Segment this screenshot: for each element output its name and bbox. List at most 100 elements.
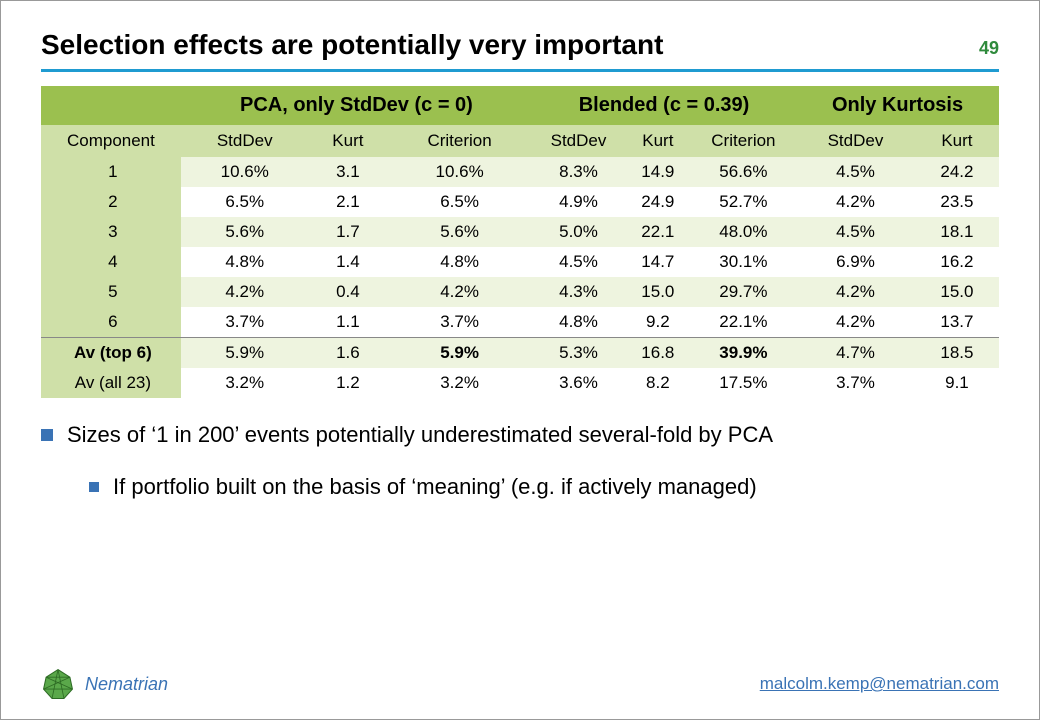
table-group-header: Only Kurtosis [796,86,999,125]
table-row: 63.7%1.13.7%4.8%9.222.1%4.2%13.7 [41,307,999,338]
table-row: 26.5%2.16.5%4.9%24.952.7%4.2%23.5 [41,187,999,217]
table-cell: 52.7% [691,187,796,217]
table-group-header [41,86,181,125]
table-cell: 2.1 [309,187,388,217]
table-cell: 4.8% [181,247,309,277]
table-cell: 4.5% [796,217,915,247]
table-cell: 17.5% [691,368,796,398]
table-cell: 8.3% [532,157,625,187]
table-row: 44.8%1.44.8%4.5%14.730.1%6.9%16.2 [41,247,999,277]
table-cell: 30.1% [691,247,796,277]
logo-icon [41,667,75,701]
table-column-header: Component [41,125,181,157]
table-row-label: 1 [41,157,181,187]
table-cell: 5.6% [181,217,309,247]
table-row: Av (all 23)3.2%1.23.2%3.6%8.217.5%3.7%9.… [41,368,999,398]
table-row-label: Av (all 23) [41,368,181,398]
table-cell: 15.0 [625,277,691,307]
table-group-header: PCA, only StdDev (c = 0) [181,86,532,125]
title-row: Selection effects are potentially very i… [41,29,999,72]
table-cell: 4.8% [387,247,532,277]
table-cell: 14.9 [625,157,691,187]
table-row-label: 6 [41,307,181,338]
table-row-label: 5 [41,277,181,307]
bullet-level-1: Sizes of ‘1 in 200’ events potentially u… [41,422,999,448]
table-cell: 14.7 [625,247,691,277]
table-row: 110.6%3.110.6%8.3%14.956.6%4.5%24.2 [41,157,999,187]
table-row-label: 2 [41,187,181,217]
table-column-header: StdDev [181,125,309,157]
table-column-header: Criterion [691,125,796,157]
bullet-list: Sizes of ‘1 in 200’ events potentially u… [41,422,999,500]
table-row: 35.6%1.75.6%5.0%22.148.0%4.5%18.1 [41,217,999,247]
table-cell: 22.1% [691,307,796,338]
table-cell: 1.6 [309,338,388,369]
table-cell: 4.2% [796,187,915,217]
table-cell: 3.2% [387,368,532,398]
table-cell: 1.4 [309,247,388,277]
table-cell: 10.6% [387,157,532,187]
table-row: 54.2%0.44.2%4.3%15.029.7%4.2%15.0 [41,277,999,307]
table-cell: 16.8 [625,338,691,369]
table-cell: 13.7 [915,307,999,338]
table-cell: 3.1 [309,157,388,187]
table-cell: 10.6% [181,157,309,187]
table-cell: 23.5 [915,187,999,217]
brand: Nematrian [41,667,168,701]
table-cell: 5.6% [387,217,532,247]
table-row-label: 3 [41,217,181,247]
bullet-square-icon [41,429,53,441]
table-cell: 1.2 [309,368,388,398]
table-cell: 18.1 [915,217,999,247]
table-cell: 56.6% [691,157,796,187]
table-cell: 8.2 [625,368,691,398]
footer-email[interactable]: malcolm.kemp@nematrian.com [760,674,999,694]
table-row-label: 4 [41,247,181,277]
table-cell: 4.2% [796,307,915,338]
table-cell: 5.9% [181,338,309,369]
table-cell: 4.5% [796,157,915,187]
table-column-header: Kurt [625,125,691,157]
table-cell: 1.1 [309,307,388,338]
table-cell: 4.8% [532,307,625,338]
table-cell: 4.9% [532,187,625,217]
table-cell: 5.0% [532,217,625,247]
bullet-text: If portfolio built on the basis of ‘mean… [113,474,757,500]
bullet-level-2: If portfolio built on the basis of ‘mean… [89,474,999,500]
table-column-header: StdDev [796,125,915,157]
table-cell: 18.5 [915,338,999,369]
data-table: PCA, only StdDev (c = 0)Blended (c = 0.3… [41,86,999,398]
table-cell: 39.9% [691,338,796,369]
table-cell: 6.5% [181,187,309,217]
table-cell: 9.1 [915,368,999,398]
table-cell: 0.4 [309,277,388,307]
footer: Nematrian malcolm.kemp@nematrian.com [41,667,999,701]
table-column-header: Criterion [387,125,532,157]
brand-name: Nematrian [85,674,168,695]
table-cell: 29.7% [691,277,796,307]
table-cell: 6.5% [387,187,532,217]
slide-title: Selection effects are potentially very i… [41,29,663,61]
table-cell: 4.7% [796,338,915,369]
table-cell: 4.3% [532,277,625,307]
table-cell: 15.0 [915,277,999,307]
table-column-header: StdDev [532,125,625,157]
table-cell: 1.7 [309,217,388,247]
table-column-header: Kurt [309,125,388,157]
table-cell: 9.2 [625,307,691,338]
table-cell: 3.7% [181,307,309,338]
table-cell: 24.2 [915,157,999,187]
table-cell: 4.2% [796,277,915,307]
table-column-header: Kurt [915,125,999,157]
table-cell: 4.5% [532,247,625,277]
table-cell: 16.2 [915,247,999,277]
table-cell: 3.7% [796,368,915,398]
table-cell: 22.1 [625,217,691,247]
table-cell: 3.6% [532,368,625,398]
bullet-text: Sizes of ‘1 in 200’ events potentially u… [67,422,773,448]
table-cell: 5.9% [387,338,532,369]
table-cell: 5.3% [532,338,625,369]
table-row-label: Av (top 6) [41,338,181,369]
table-cell: 48.0% [691,217,796,247]
page-number: 49 [979,38,999,59]
